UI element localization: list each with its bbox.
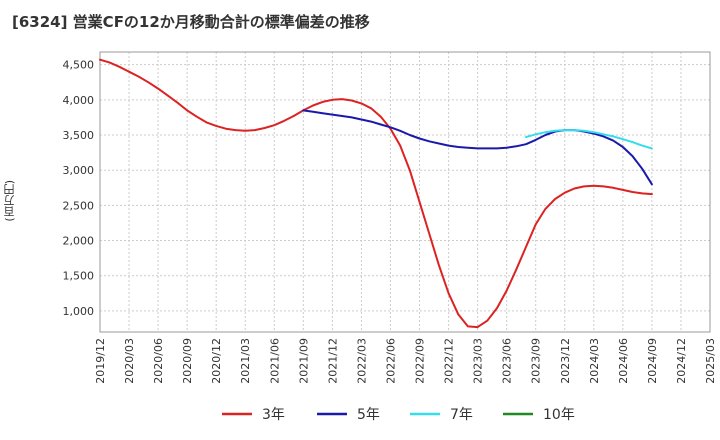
series-lines xyxy=(99,58,653,329)
y-tick-label: 2,500 xyxy=(63,199,95,212)
x-tick-label: 2023/06 xyxy=(501,338,514,384)
x-tick-label: 2020/09 xyxy=(181,338,194,384)
x-tick-label: 2023/12 xyxy=(559,338,572,384)
y-tick-label: 3,000 xyxy=(63,164,95,177)
series-line-1 xyxy=(302,109,653,186)
x-tick-label: 2022/09 xyxy=(414,338,427,384)
x-axis-ticks: 2019/12 2020/03 2020/06 2020/09 2020/12 2021/… xyxy=(94,338,717,384)
x-tick-label: 2021/09 xyxy=(297,338,310,384)
plot-frame xyxy=(99,51,711,333)
x-tick-label: 2020/12 xyxy=(210,338,223,384)
grid-lines xyxy=(99,52,711,332)
series-line-0 xyxy=(99,58,653,329)
y-tick-label: 1,000 xyxy=(63,305,95,318)
series-line-2 xyxy=(525,129,653,150)
x-tick-label: 2024/03 xyxy=(588,338,601,384)
x-tick-label: 2021/06 xyxy=(268,338,281,384)
legend-label: 10年 xyxy=(543,407,575,423)
chart-title: [6324] 営業CFの12か月移動合計の標準偏差の推移 xyxy=(12,13,370,31)
y-tick-label: 4,500 xyxy=(63,59,95,72)
legend: 3年 5年 7年 10年 xyxy=(222,407,575,423)
x-tick-label: 2021/03 xyxy=(239,338,252,384)
y-tick-label: 3,500 xyxy=(63,129,95,142)
y-tick-label: 1,500 xyxy=(63,270,95,283)
x-tick-label: 2022/12 xyxy=(443,338,456,384)
x-tick-label: 2022/03 xyxy=(355,338,368,384)
x-tick-label: 2022/06 xyxy=(384,338,397,384)
legend-label: 5年 xyxy=(357,407,380,423)
x-tick-label: 2024/06 xyxy=(617,338,630,384)
y-axis-ticks: 1,000 1,500 2,000 2,500 3,000 3,500 4,000 4,500 xyxy=(63,59,95,318)
x-tick-label: 2024/09 xyxy=(646,338,659,384)
x-tick-label: 2021/12 xyxy=(326,338,339,384)
x-tick-label: 2025/03 xyxy=(704,338,717,384)
legend-label: 7年 xyxy=(450,407,473,423)
x-tick-label: 2023/09 xyxy=(530,338,543,384)
x-tick-label: 2019/12 xyxy=(94,338,107,384)
legend-label: 3年 xyxy=(262,407,285,423)
axes xyxy=(99,51,711,333)
x-tick-label: 2020/06 xyxy=(152,338,165,384)
x-tick-label: 2024/12 xyxy=(675,338,688,384)
y-tick-label: 4,000 xyxy=(63,94,95,107)
x-tick-label: 2023/03 xyxy=(472,338,485,384)
y-tick-label: 2,000 xyxy=(63,235,95,248)
x-tick-label: 2020/03 xyxy=(123,338,136,384)
